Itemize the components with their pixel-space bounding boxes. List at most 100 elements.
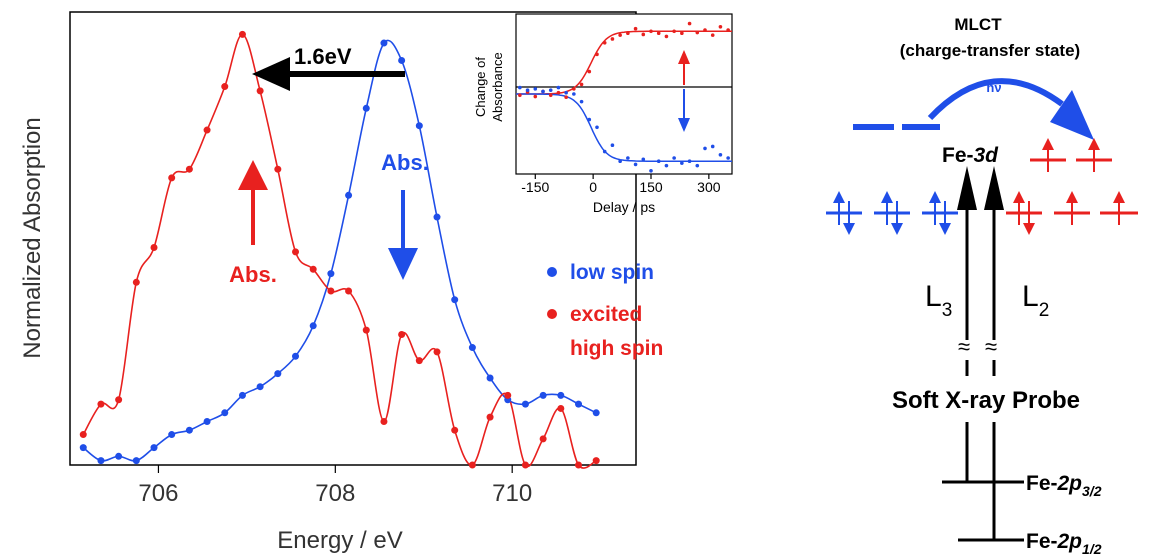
abs-decrease-label: Abs. — [381, 150, 429, 175]
data-point-high-spin — [710, 33, 715, 37]
main-x-axis: 706 708 710 — [138, 465, 532, 507]
mlct-excitation-arc — [927, 78, 1064, 121]
data-point-high-spin — [633, 26, 638, 31]
data-point-high-spin — [548, 93, 553, 98]
data-point-low-spin — [687, 159, 692, 163]
data-point-low-spin — [345, 191, 353, 199]
data-point-low-spin — [610, 143, 615, 147]
data-point-low-spin — [168, 431, 176, 439]
shift-label: 1.6eV — [294, 44, 352, 69]
data-point-high-spin — [618, 33, 622, 37]
main-x-tick-label: 710 — [492, 480, 532, 507]
data-point-high-spin — [238, 30, 246, 38]
inset-blue-arrow — [678, 89, 690, 132]
data-point-high-spin — [539, 435, 547, 443]
data-point-low-spin — [256, 383, 264, 391]
data-point-high-spin — [398, 331, 406, 338]
data-point-low-spin — [521, 400, 529, 408]
fe3d-label: Fe-3d — [942, 144, 999, 167]
spin-up-arrowhead — [1066, 191, 1078, 203]
data-point-low-spin — [703, 146, 707, 151]
main-plot-frame — [69, 11, 637, 466]
spin-up-arrowhead — [881, 191, 893, 203]
hv-label: hν — [986, 80, 1001, 95]
l3-break-mark: ≈ — [958, 334, 970, 359]
data-point-low-spin — [309, 322, 317, 330]
probe-label: Soft X-ray Probe — [892, 387, 1080, 414]
data-point-high-spin — [579, 82, 584, 87]
inset-x-tick-label: 150 — [639, 179, 663, 195]
legend-marker-high-spin — [547, 309, 557, 319]
data-point-low-spin — [486, 374, 494, 382]
legend-label-high-spin-line1: excited — [570, 303, 642, 326]
data-point-high-spin — [564, 95, 568, 99]
data-point-low-spin — [710, 144, 715, 149]
data-point-low-spin — [595, 125, 599, 130]
data-point-low-spin — [557, 391, 565, 399]
data-point-low-spin — [656, 159, 661, 163]
data-point-low-spin — [398, 56, 406, 64]
data-point-high-spin — [504, 391, 512, 399]
spin-up-arrowhead — [929, 191, 941, 203]
inset-x-axis: -150 0 150 300 — [521, 174, 721, 195]
inset-red-arrow — [678, 50, 690, 85]
l2-arrowhead — [984, 166, 1004, 210]
data-point-high-spin — [518, 93, 522, 98]
data-point-high-spin — [610, 37, 615, 41]
main-x-axis-label: Energy / eV — [277, 527, 402, 554]
data-point-high-spin — [468, 461, 476, 469]
data-point-low-spin — [451, 296, 459, 304]
mlct-subtitle: (charge-transfer state) — [900, 41, 1080, 60]
data-point-low-spin — [587, 117, 592, 122]
data-point-high-spin — [79, 431, 87, 439]
orbital-levels — [826, 138, 1138, 235]
data-point-low-spin — [525, 88, 530, 92]
data-point-high-spin — [150, 244, 158, 251]
inset-chart: -150 0 150 300 Delay / ps Change of Absorba… — [473, 13, 733, 215]
data-point-low-spin — [602, 149, 607, 154]
legend-label-low-spin: low spin — [570, 261, 654, 284]
data-point-high-spin — [274, 165, 282, 173]
inset-y-axis-label-line2: Absorbance — [490, 52, 505, 121]
shift-arrow — [252, 57, 405, 91]
spin-up-arrowhead — [1088, 138, 1100, 150]
data-point-low-spin — [203, 418, 211, 425]
data-point-low-spin — [362, 104, 370, 112]
abs-increase-arrow — [238, 160, 268, 245]
mlct-arc-arrowhead — [1050, 90, 1094, 140]
data-point-high-spin — [380, 418, 388, 425]
data-point-high-spin — [557, 404, 565, 412]
data-point-low-spin — [132, 457, 140, 465]
l3-arrowhead — [957, 166, 977, 210]
data-point-high-spin — [595, 52, 599, 57]
data-point-high-spin — [292, 248, 300, 256]
spin-up-arrowhead — [1042, 138, 1054, 150]
data-point-high-spin — [718, 25, 723, 29]
data-point-high-spin — [572, 87, 576, 91]
data-point-low-spin — [327, 270, 335, 278]
main-legend: low spin excited high spin — [547, 261, 663, 360]
data-point-high-spin — [309, 265, 317, 273]
inset-x-tick-label: 0 — [589, 179, 597, 195]
legend-label-high-spin-line2: high spin — [570, 337, 663, 360]
l3-label: L3 — [925, 280, 952, 321]
energy-level-diagram: MLCT (charge-transfer state) hν Fe-3d ≈ … — [826, 15, 1138, 554]
data-point-high-spin — [221, 83, 229, 91]
data-point-high-spin — [656, 31, 661, 35]
data-point-low-spin — [238, 391, 246, 399]
spin-down-arrowhead — [843, 223, 855, 235]
data-point-high-spin — [641, 32, 646, 37]
spin-down-arrowhead — [1023, 223, 1035, 235]
data-point-low-spin — [292, 352, 300, 360]
data-point-low-spin — [575, 400, 583, 408]
l2-label: L2 — [1022, 280, 1049, 321]
data-point-low-spin — [695, 163, 700, 168]
data-point-low-spin — [556, 85, 561, 90]
data-point-high-spin — [672, 29, 676, 34]
data-point-high-spin — [185, 165, 193, 173]
data-point-low-spin — [626, 156, 630, 160]
main-x-tick-label: 706 — [138, 480, 178, 507]
spin-down-arrowhead — [891, 223, 903, 235]
data-point-high-spin — [451, 426, 459, 434]
inset-y-axis-label-line1: Change of — [473, 57, 488, 117]
